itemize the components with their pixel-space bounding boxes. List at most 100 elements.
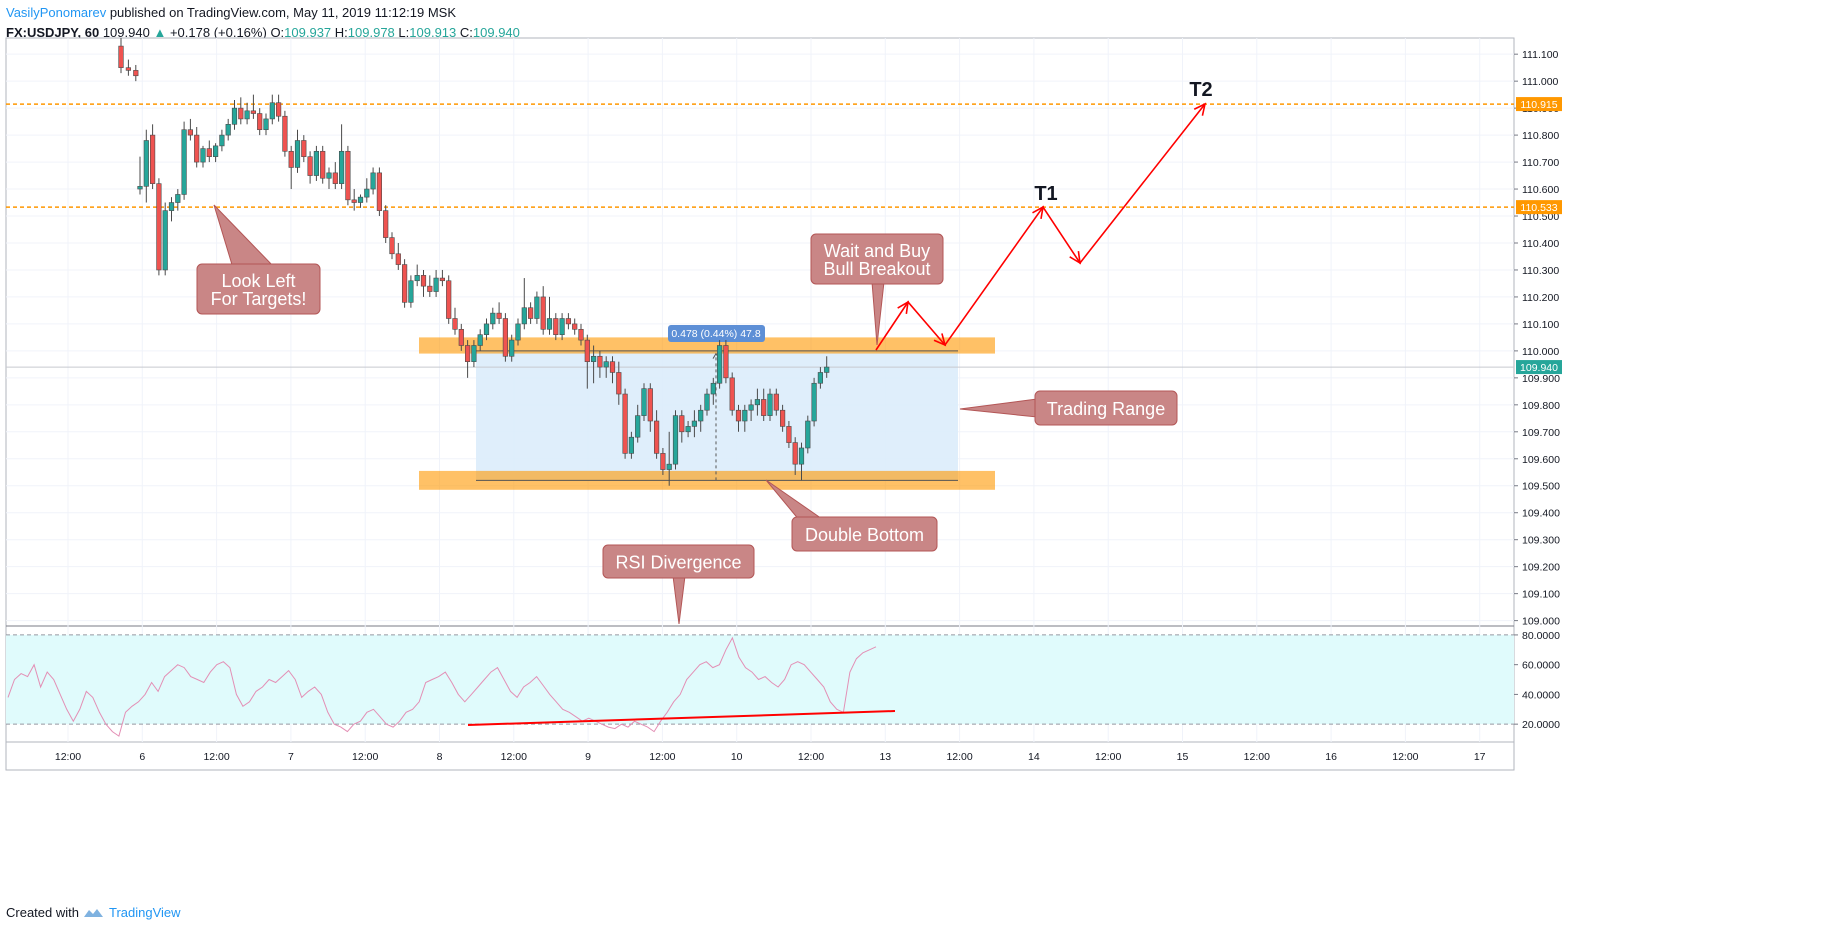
candle-body [546,318,553,330]
candle-body [238,107,244,120]
candle-body [118,45,124,68]
x-tick-label: 12:00 [649,751,675,763]
x-tick-label: 12:00 [352,751,378,763]
rsi-band [6,634,1514,725]
candle [357,194,364,208]
callout-double-bottom-text-line: Double Bottom [805,525,924,545]
close-value: 109.940 [472,25,520,40]
open-label: O: [270,25,285,40]
candle-body [307,156,313,176]
candle-body [565,318,571,325]
candle [716,340,723,389]
candle-body [553,318,559,335]
candle-body [231,107,238,125]
candle [742,404,748,432]
last-price: 109.940 [102,25,150,40]
author-link[interactable]: VasilyPonomarev [6,5,107,20]
candle [635,404,641,443]
candle-body [824,366,830,373]
y-tick-label: 109.100 [1522,589,1560,601]
arrow-head-2 [933,333,947,347]
x-tick-label: 9 [585,751,591,763]
candle-body [143,140,149,187]
candle-body [635,415,641,438]
x-tick-label: 12:00 [55,751,81,763]
tradingview-brand-link[interactable]: TradingView [108,905,181,920]
high-label: H: [334,25,348,40]
candle [672,410,679,470]
candle [477,329,483,351]
candle [427,275,433,297]
candle-body [213,145,219,157]
price-badge-label: 109.940 [1520,362,1558,374]
candle-body [735,409,742,422]
candle [150,124,156,190]
candle-body [137,186,143,190]
candle [824,356,830,378]
y-tick-label: 111.000 [1522,76,1559,88]
candle-body [420,275,427,287]
candle-body [269,102,275,120]
y-tick-label: 110.700 [1522,157,1559,169]
candle [748,399,754,422]
y-tick-label: 109.900 [1522,373,1560,385]
candle [118,38,124,74]
candle-body [628,436,634,454]
candle-body [156,183,162,271]
low-label: L: [398,25,410,40]
candle-body [364,188,370,198]
candle-body [219,134,225,147]
y-tick-label: 110.300 [1522,265,1559,277]
x-tick-label: 12:00 [1244,751,1270,763]
candle [653,410,660,459]
candle [408,275,414,308]
callout-trading-range: Trading Range [959,390,1178,426]
candle-body [452,318,458,330]
callout-trading-range-box [1034,390,1178,426]
candle [395,242,401,270]
chart-header: VasilyPonomarev published on TradingView… [6,5,520,41]
candle-body [496,312,502,319]
x-tick-label: 12:00 [203,751,229,763]
symbol-label[interactable]: FX:USDJPY, 60 [6,25,100,40]
candle [257,108,263,136]
callout-look-left-text-line: Look Left [221,271,295,291]
candle [244,102,250,125]
candle [219,129,225,152]
candle [225,118,231,141]
candle [666,431,672,486]
candle-body [263,118,269,131]
candle-body [250,110,257,114]
price-badge-label: 110.915 [1520,99,1557,111]
candle [729,372,735,416]
candle-body [704,393,710,411]
candle-body [200,148,206,163]
candle [439,269,446,287]
candle-body [125,67,131,71]
candle-body [477,334,483,346]
rsi-tick-label: 40.0000 [1522,689,1560,701]
candle [786,421,792,448]
candle [565,313,571,330]
candle [389,232,395,260]
candle-body [748,404,754,411]
candle-body [301,140,307,157]
close-label: C: [459,25,473,40]
candle-body [672,415,679,465]
candle [452,307,458,335]
candle-body [288,150,294,168]
candle-body [578,329,584,341]
candle-body [446,280,452,319]
candle [779,404,786,432]
candle [679,410,685,443]
candle [641,383,647,422]
candle [326,167,332,190]
x-tick-label: 15 [1177,751,1189,763]
candle [527,302,534,324]
candle-body [181,129,187,195]
candle-body [622,393,628,454]
candle-body [540,296,546,330]
y-tick-label: 109.300 [1522,535,1560,547]
